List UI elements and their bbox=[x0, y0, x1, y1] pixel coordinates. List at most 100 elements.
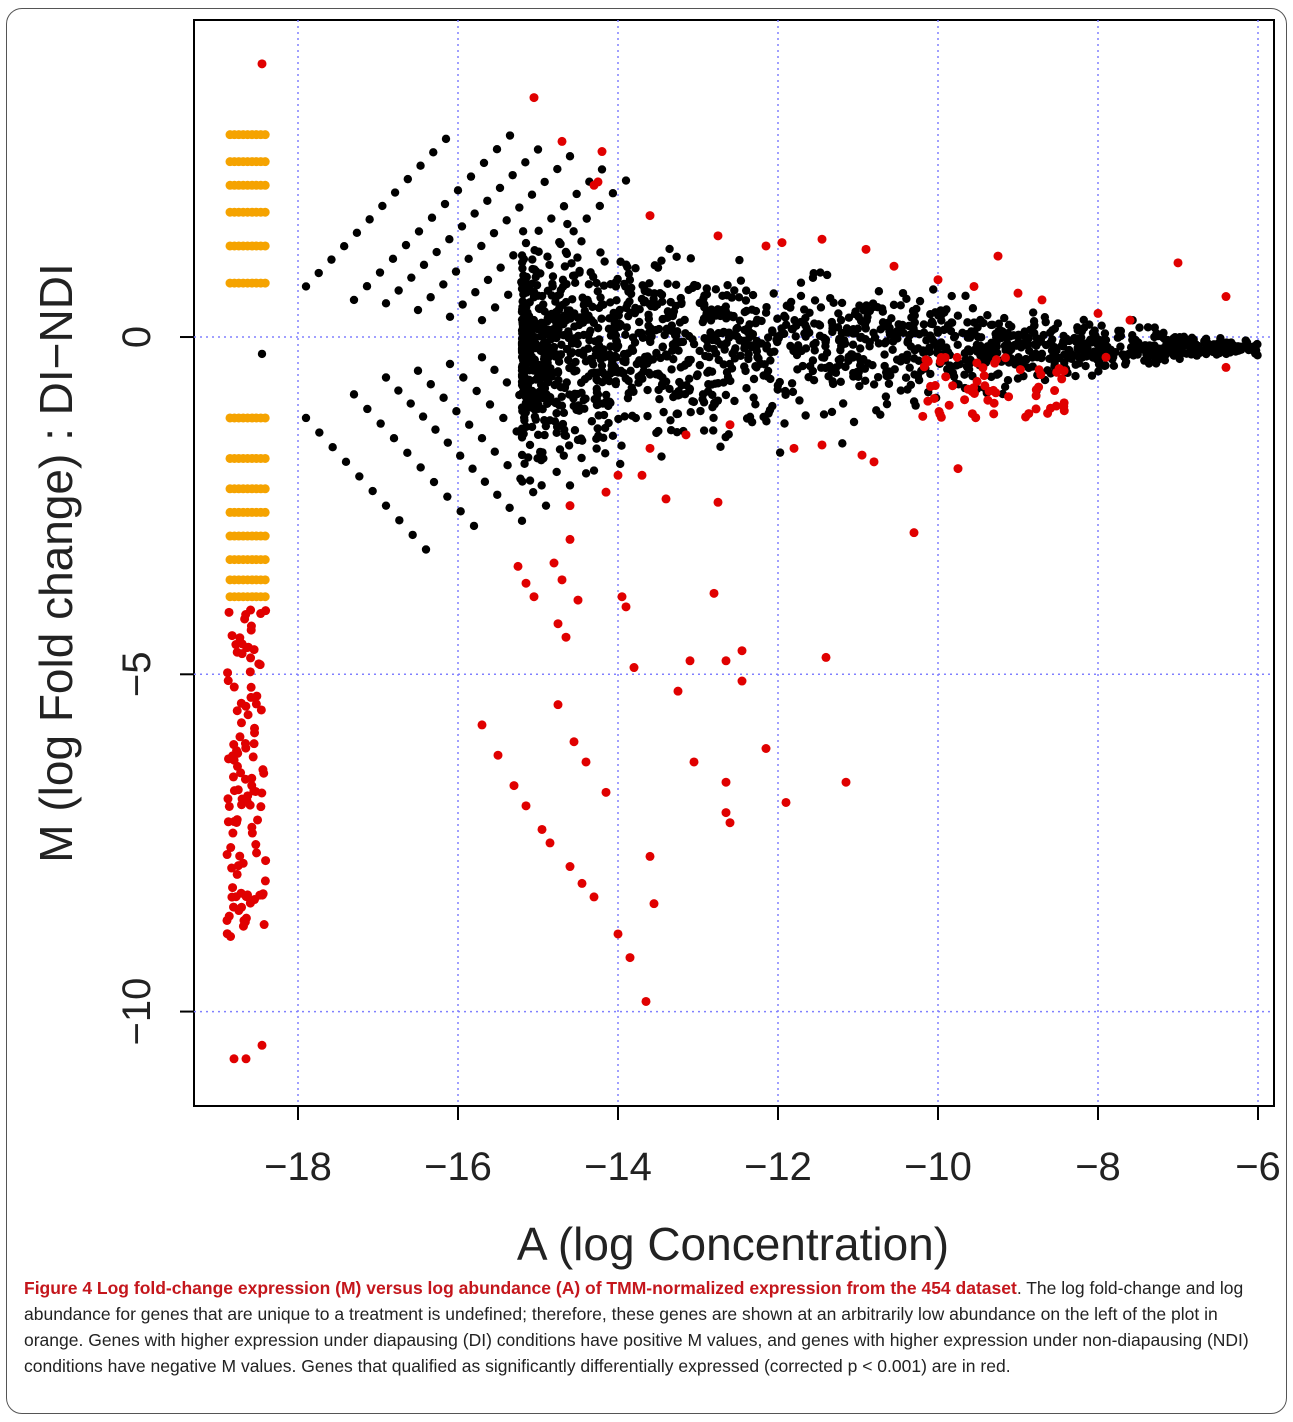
data-point-black bbox=[919, 320, 929, 329]
data-point-black bbox=[606, 369, 615, 379]
data-point-black bbox=[1252, 339, 1262, 349]
data-point-black bbox=[634, 317, 644, 327]
data-point-black bbox=[480, 477, 490, 486]
data-point-black bbox=[983, 310, 992, 320]
data-point-black bbox=[540, 430, 549, 440]
data-point-black bbox=[775, 448, 785, 457]
data-point-black bbox=[1040, 312, 1050, 322]
data-point-black bbox=[496, 263, 505, 272]
data-point-red bbox=[569, 737, 579, 747]
data-point-black bbox=[650, 261, 660, 270]
data-point-black bbox=[561, 247, 571, 257]
data-point-black bbox=[729, 331, 738, 340]
data-point-black bbox=[759, 371, 768, 380]
data-point-black bbox=[973, 332, 983, 342]
data-point-black bbox=[432, 247, 441, 257]
data-point-black bbox=[426, 380, 435, 389]
data-point-red bbox=[529, 592, 539, 602]
data-point-black bbox=[522, 391, 531, 400]
data-point-red bbox=[241, 701, 251, 711]
data-point-black bbox=[547, 214, 556, 223]
data-point-red bbox=[821, 652, 831, 662]
data-point-black bbox=[740, 362, 749, 371]
x-tick-label: −16 bbox=[424, 1145, 492, 1189]
orange-points bbox=[225, 130, 270, 602]
data-point-red bbox=[1101, 352, 1111, 362]
data-point-red bbox=[926, 381, 936, 391]
data-point-black bbox=[520, 459, 529, 468]
data-point-black bbox=[519, 290, 528, 299]
data-point-black bbox=[552, 467, 561, 477]
data-point-red bbox=[246, 605, 256, 615]
data-point-black bbox=[502, 216, 511, 225]
plot-area bbox=[193, 19, 1275, 1107]
data-point-black bbox=[557, 392, 566, 401]
data-point-black bbox=[525, 476, 535, 485]
data-point-red bbox=[255, 890, 265, 900]
y-tick-label: 0 bbox=[115, 326, 159, 348]
data-point-red bbox=[1037, 295, 1047, 305]
data-point-black bbox=[840, 336, 849, 345]
x-axis-label: A (log Concentration) bbox=[517, 1218, 949, 1270]
data-point-black bbox=[464, 254, 473, 263]
data-point-red bbox=[645, 211, 655, 221]
data-point-black bbox=[850, 328, 860, 338]
data-point-red bbox=[245, 898, 255, 908]
data-point-black bbox=[914, 356, 924, 365]
data-point-red bbox=[737, 676, 747, 686]
data-point-red bbox=[613, 470, 623, 480]
data-point-black bbox=[795, 396, 804, 405]
data-point-black bbox=[580, 375, 590, 384]
data-point-black bbox=[947, 291, 956, 301]
data-point-black bbox=[748, 290, 758, 300]
data-point-black bbox=[933, 328, 943, 337]
data-point-black bbox=[836, 377, 845, 386]
data-point-black bbox=[395, 516, 404, 525]
data-point-black bbox=[582, 214, 591, 223]
data-point-orange bbox=[260, 507, 270, 517]
data-point-black bbox=[1101, 335, 1111, 345]
data-point-black bbox=[781, 320, 791, 329]
data-point-red bbox=[617, 592, 627, 602]
data-point-red bbox=[1173, 258, 1183, 268]
data-point-black bbox=[994, 319, 1004, 328]
data-point-black bbox=[445, 359, 455, 369]
data-point-red bbox=[1059, 366, 1069, 376]
data-point-black bbox=[441, 134, 451, 144]
data-point-black bbox=[352, 228, 362, 237]
data-point-red bbox=[545, 838, 555, 848]
data-point-red bbox=[573, 595, 583, 605]
data-point-black bbox=[1043, 366, 1052, 375]
data-point-black bbox=[595, 335, 604, 344]
data-point-black bbox=[611, 377, 621, 386]
data-point-black bbox=[856, 316, 866, 326]
data-point-black bbox=[593, 376, 602, 385]
data-point-orange bbox=[260, 278, 270, 288]
data-point-black bbox=[553, 164, 562, 174]
data-point-red bbox=[1000, 353, 1010, 363]
data-point-black bbox=[779, 329, 789, 338]
data-point-black bbox=[612, 296, 621, 305]
data-point-black bbox=[815, 321, 825, 330]
data-point-black bbox=[665, 384, 674, 394]
data-point-black bbox=[558, 300, 567, 310]
data-point-black bbox=[479, 158, 489, 168]
data-point-black bbox=[752, 347, 762, 356]
data-point-red bbox=[725, 818, 735, 828]
data-point-red bbox=[229, 1054, 239, 1064]
data-point-black bbox=[562, 378, 571, 387]
data-point-black bbox=[375, 268, 385, 277]
data-point-red bbox=[229, 682, 239, 692]
data-point-black bbox=[553, 350, 562, 359]
data-point-black bbox=[517, 516, 527, 526]
data-point-red bbox=[909, 528, 919, 538]
data-point-red bbox=[649, 899, 659, 909]
data-point-red bbox=[509, 781, 519, 791]
data-point-black bbox=[792, 350, 802, 360]
data-point-red bbox=[245, 667, 255, 677]
data-point-black bbox=[810, 346, 819, 355]
data-point-orange bbox=[260, 555, 270, 565]
data-point-red bbox=[224, 911, 234, 921]
data-point-black bbox=[606, 280, 615, 289]
data-point-black bbox=[703, 387, 713, 396]
